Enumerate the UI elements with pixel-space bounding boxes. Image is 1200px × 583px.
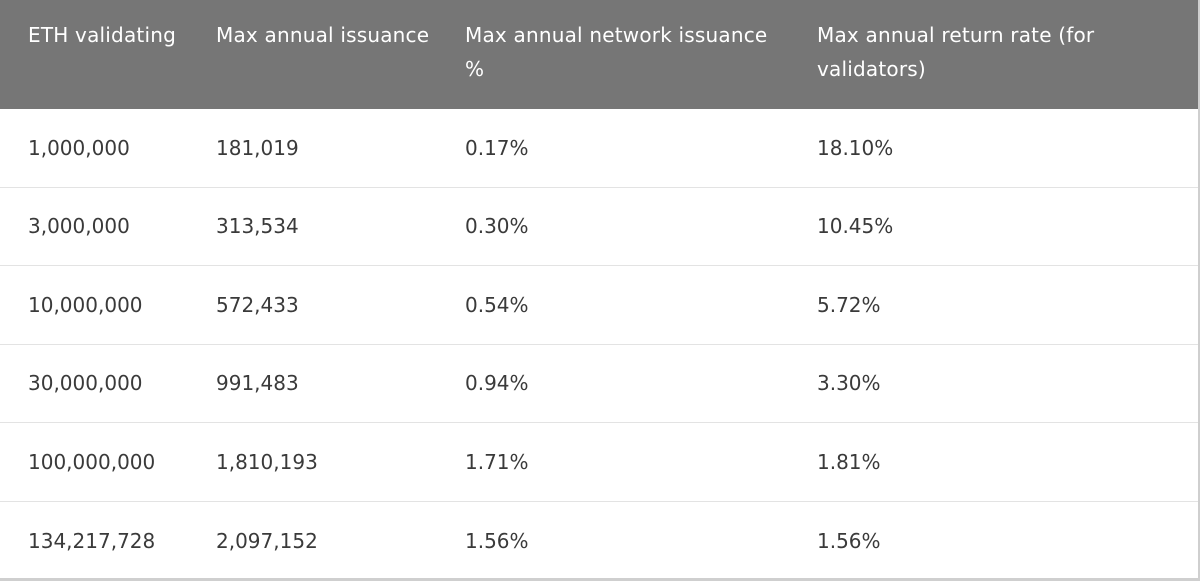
cell-network-issuance-pct: 0.54% xyxy=(465,292,529,317)
table-row: 30,000,000 991,483 0.94% 3.30% xyxy=(0,345,1198,423)
cell-max-annual-issuance: 313,534 xyxy=(216,214,299,239)
cell-network-issuance-pct: 0.94% xyxy=(465,371,529,396)
cell-eth-validating: 10,000,000 xyxy=(28,292,143,317)
cell-return-rate: 3.30% xyxy=(817,371,881,396)
cell-eth-validating: 30,000,000 xyxy=(28,371,143,396)
cell-return-rate: 18.10% xyxy=(817,135,894,160)
cell-eth-validating: 3,000,000 xyxy=(28,214,130,239)
header-max-annual-issuance: Max annual issuance xyxy=(216,23,430,47)
cell-return-rate: 1.56% xyxy=(817,528,881,553)
cell-eth-validating: 100,000,000 xyxy=(28,449,156,474)
table-row: 100,000,000 1,810,193 1.71% 1.81% xyxy=(0,423,1198,502)
cell-max-annual-issuance: 1,810,193 xyxy=(216,449,318,474)
cell-return-rate: 1.81% xyxy=(817,449,881,474)
cell-network-issuance-pct: 0.17% xyxy=(465,135,529,160)
table-header: ETH validating Max annual issuance Max a… xyxy=(0,0,1198,109)
cell-max-annual-issuance: 181,019 xyxy=(216,135,299,160)
header-max-annual-return-rate: Max annual return rate (for validators) xyxy=(817,23,1095,81)
header-max-annual-network-issuance-pct: Max annual network issuance % xyxy=(465,23,768,81)
cell-network-issuance-pct: 1.56% xyxy=(465,528,529,553)
cell-network-issuance-pct: 1.71% xyxy=(465,449,529,474)
cell-max-annual-issuance: 572,433 xyxy=(216,292,299,317)
header-eth-validating: ETH validating xyxy=(28,23,176,47)
table-row: 10,000,000 572,433 0.54% 5.72% xyxy=(0,266,1198,345)
cell-eth-validating: 134,217,728 xyxy=(28,528,156,553)
cell-return-rate: 5.72% xyxy=(817,292,881,317)
table-row: 134,217,728 2,097,152 1.56% 1.56% xyxy=(0,502,1198,581)
table-row: 1,000,000 181,019 0.17% 18.10% xyxy=(0,109,1198,188)
table-row: 3,000,000 313,534 0.30% 10.45% xyxy=(0,188,1198,266)
cell-return-rate: 10.45% xyxy=(817,214,894,239)
cell-max-annual-issuance: 2,097,152 xyxy=(216,528,318,553)
cell-max-annual-issuance: 991,483 xyxy=(216,371,299,396)
cell-network-issuance-pct: 0.30% xyxy=(465,214,529,239)
cell-eth-validating: 1,000,000 xyxy=(28,135,130,160)
